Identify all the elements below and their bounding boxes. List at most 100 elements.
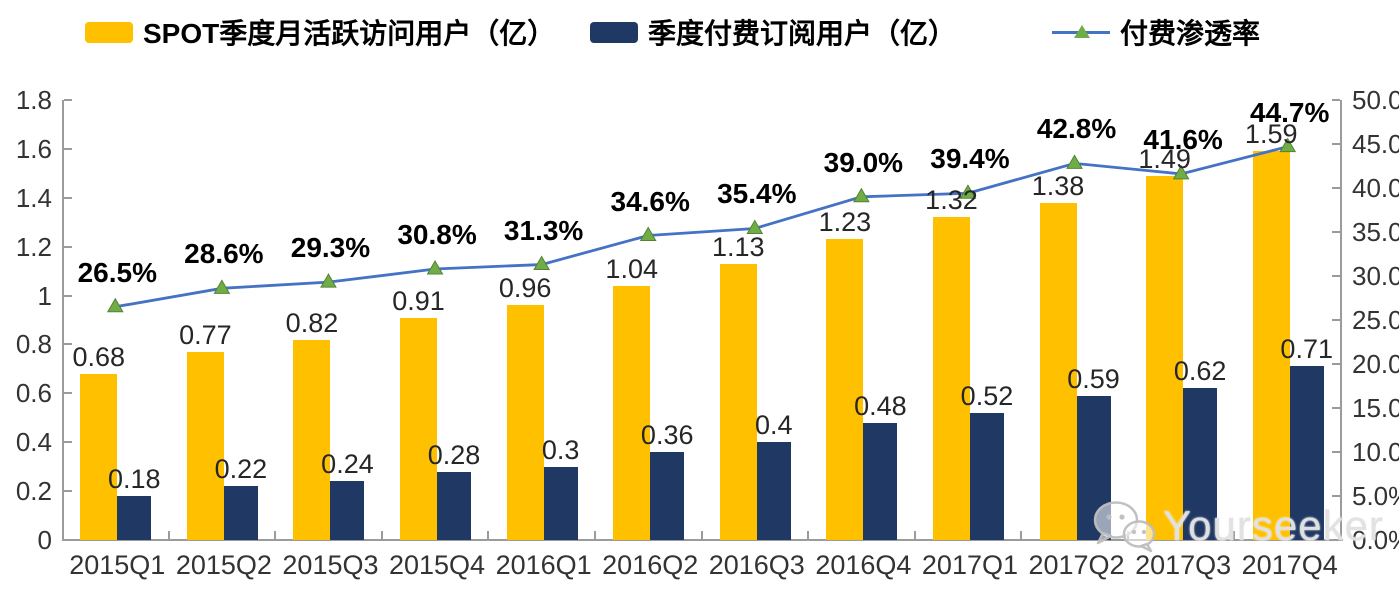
left-axis-tick-label: 1.4 xyxy=(15,182,52,213)
x-axis-category-label: 2016Q1 xyxy=(495,550,592,580)
subscriber-value-label: 0.36 xyxy=(640,420,694,450)
right-axis-tick xyxy=(1332,363,1340,365)
right-axis-tick-label: 10.0% xyxy=(1352,437,1399,467)
mau-value-label: 1.23 xyxy=(818,207,872,238)
x-axis-tick xyxy=(487,531,490,539)
left-axis-tick-label: 1.6 xyxy=(15,133,52,164)
x-axis-tick xyxy=(167,531,170,539)
left-axis-tick-label: 1.8 xyxy=(15,85,52,115)
left-axis-tick xyxy=(64,490,72,493)
bar-subscribers xyxy=(437,471,472,540)
x-axis-tick xyxy=(807,531,810,539)
x-axis-category-label: 2015Q3 xyxy=(282,550,379,580)
x-axis-category-label: 2017Q1 xyxy=(921,550,1018,580)
x-axis-category-label: 2016Q2 xyxy=(602,550,699,580)
mau-value-label: 1.13 xyxy=(712,231,765,262)
subscribers-legend-swatch xyxy=(590,21,638,43)
mau-legend-swatch xyxy=(85,21,133,43)
left-axis-tick xyxy=(64,196,72,199)
right-axis-tick xyxy=(1332,319,1340,321)
right-axis-tick-label: 30.0% xyxy=(1352,261,1399,291)
x-axis-category-label: 2017Q4 xyxy=(1241,550,1338,580)
wechat-icon xyxy=(1093,501,1156,553)
left-axis-line xyxy=(62,100,64,540)
bar-mau xyxy=(80,373,118,540)
penetration-value-label: 39.4% xyxy=(930,143,1010,175)
right-axis-tick xyxy=(1332,275,1340,277)
x-axis-tick xyxy=(700,531,703,539)
bar-subscribers xyxy=(1289,366,1324,540)
subscribers-legend-label: 季度付费订阅用户（亿） xyxy=(648,18,957,49)
subscriber-value-label: 0.71 xyxy=(1280,334,1333,365)
penetration-value-label: 34.6% xyxy=(610,185,690,217)
bar-mau xyxy=(719,263,757,540)
right-axis-tick-label: 25.0% xyxy=(1352,305,1399,335)
mau-value-label: 0.96 xyxy=(498,273,552,304)
mau-value-label: 0.68 xyxy=(72,341,126,372)
legend-item-mau: SPOT季度月活跃访问用户（亿） xyxy=(85,16,555,49)
right-axis-tick xyxy=(1332,231,1340,233)
penetration-value-label: 29.3% xyxy=(290,232,371,264)
left-axis-tick-label: 1 xyxy=(37,280,52,311)
legend-item-subscribers: 季度付费订阅用户（亿） xyxy=(590,16,956,49)
penetration-value-label: 26.5% xyxy=(77,256,157,288)
subscriber-value-label: 0.3 xyxy=(541,434,580,465)
mau-value-label: 1.32 xyxy=(925,185,978,216)
right-axis-tick xyxy=(1332,539,1340,541)
right-axis-tick-label: 35.0% xyxy=(1352,217,1399,247)
subscriber-value-label: 0.22 xyxy=(214,454,268,485)
bar-mau xyxy=(826,239,864,540)
left-axis-tick xyxy=(64,392,72,395)
penetration-point-marker xyxy=(1066,154,1083,169)
x-axis-category-label: 2015Q2 xyxy=(175,550,272,580)
subscriber-value-label: 0.59 xyxy=(1067,363,1120,394)
right-axis-tick xyxy=(1332,451,1340,453)
subscriber-value-label: 0.24 xyxy=(321,449,374,480)
left-axis-tick-label: 0.4 xyxy=(15,427,52,458)
penetration-point-marker xyxy=(853,187,870,203)
mau-value-label: 1.38 xyxy=(1031,170,1085,201)
bar-subscribers xyxy=(223,486,258,540)
penetration-value-label: 31.3% xyxy=(503,214,584,246)
left-axis-tick-label: 0.2 xyxy=(15,476,52,507)
penetration-point-marker xyxy=(426,259,444,275)
bar-subscribers xyxy=(330,481,365,540)
penetration-value-label: 35.4% xyxy=(717,178,797,210)
left-axis-tick-label: 0.8 xyxy=(15,329,52,360)
penetration-point-marker xyxy=(320,273,337,288)
x-axis-tick xyxy=(380,531,383,539)
left-axis-tick-label: 1.2 xyxy=(15,231,52,262)
bar-subscribers xyxy=(969,412,1004,540)
subscriber-value-label: 0.62 xyxy=(1173,356,1227,387)
left-axis-tick xyxy=(64,147,72,150)
right-axis-tick xyxy=(1332,407,1340,409)
x-axis-category-label: 2015Q1 xyxy=(69,550,166,580)
subscriber-value-label: 0.28 xyxy=(427,439,481,470)
penetration-value-label: 39.0% xyxy=(823,146,904,178)
bar-subscribers xyxy=(756,442,791,540)
right-axis-tick-label: 15.0% xyxy=(1352,393,1399,423)
subscriber-value-label: 0.48 xyxy=(854,390,907,421)
left-axis-tick xyxy=(64,539,72,541)
penetration-legend-marker xyxy=(1052,22,1110,42)
x-axis-category-label: 2017Q3 xyxy=(1135,550,1232,580)
bar-mau xyxy=(506,305,544,540)
left-axis-tick xyxy=(64,99,72,101)
right-axis-tick-label: 20.0% xyxy=(1352,349,1399,379)
bar-subscribers xyxy=(863,422,898,540)
penetration-line xyxy=(115,145,1289,309)
left-axis-tick-label: 0.6 xyxy=(15,378,52,409)
mau-value-label: 0.91 xyxy=(392,285,445,316)
right-axis-tick-label: 5.0% xyxy=(1352,481,1399,511)
penetration-value-label: 30.8% xyxy=(397,218,477,250)
bar-subscribers xyxy=(117,496,152,540)
right-axis-tick-label: 0.0% xyxy=(1352,525,1399,555)
left-axis-tick-label: 0 xyxy=(37,525,52,555)
x-axis-line xyxy=(62,539,1343,541)
left-axis-tick xyxy=(64,441,72,444)
x-axis-tick xyxy=(1020,531,1023,539)
penetration-value-label: 44.7% xyxy=(1250,96,1330,128)
penetration-point-marker xyxy=(106,297,124,313)
watermark-text: Yourseeker xyxy=(1163,502,1384,549)
